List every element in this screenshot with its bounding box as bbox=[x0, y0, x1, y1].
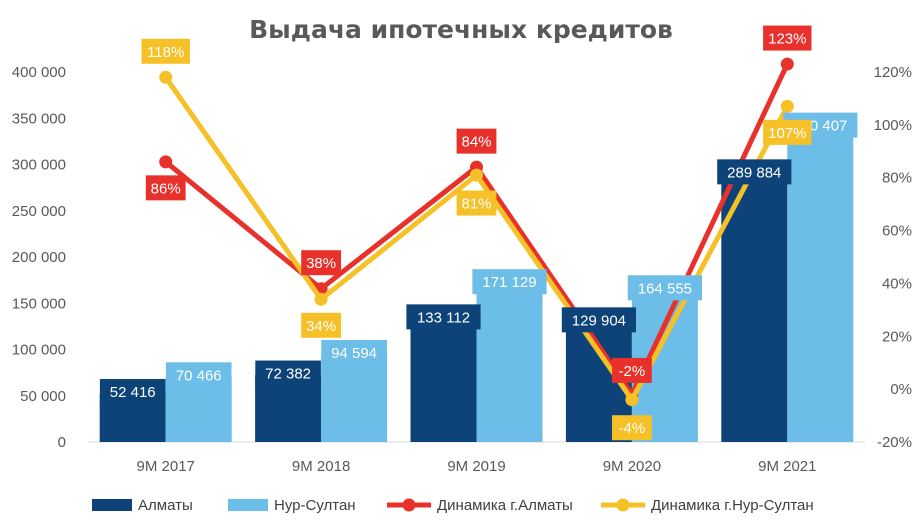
y-left-tick-label: 50 000 bbox=[20, 388, 66, 405]
data-label: 123% bbox=[768, 31, 806, 48]
legend: Алматы Нур-Султан Динамика г.Алматы Динамик… bbox=[92, 497, 814, 514]
data-label-box bbox=[301, 312, 341, 338]
y-left-tick-label: 300 000 bbox=[12, 157, 66, 174]
data-label: 107% bbox=[768, 125, 806, 142]
line-point bbox=[780, 57, 794, 71]
data-label: 133 112 bbox=[417, 309, 470, 326]
data-label: 86% bbox=[151, 180, 181, 197]
data-label-box bbox=[561, 307, 636, 333]
data-label: 171 129 bbox=[482, 274, 536, 291]
x-tick-label: 9М 2018 bbox=[292, 458, 350, 475]
y-right-tick-label: 80% bbox=[882, 170, 912, 187]
y-left-tick-label: 250 000 bbox=[12, 203, 66, 220]
data-label-box bbox=[456, 190, 497, 216]
data-label: 289 884 bbox=[727, 164, 781, 181]
data-label-box bbox=[99, 379, 166, 405]
data-label: 34% bbox=[306, 318, 336, 335]
x-tick-label: 9М 2017 bbox=[137, 458, 195, 475]
bar bbox=[165, 376, 232, 442]
data-label: 84% bbox=[461, 134, 491, 151]
data-label-box bbox=[763, 25, 812, 51]
line-point bbox=[780, 99, 794, 113]
y-right-tick-label: 20% bbox=[882, 328, 912, 345]
data-label-box bbox=[301, 250, 341, 276]
data-label-box bbox=[406, 304, 481, 330]
legend-swatch bbox=[92, 499, 132, 511]
legend-label: Динамика г.Нур-Султан bbox=[651, 497, 814, 514]
y-left-tick-label: 0 bbox=[58, 434, 66, 451]
legend-label: Динамика г.Алматы bbox=[437, 497, 573, 514]
chart-title: Выдача ипотечных кредитов bbox=[249, 15, 673, 44]
data-labels: 52 416 72 382 133 112 129 904 289 884 70 466 9… bbox=[99, 25, 858, 441]
y-left-tick-label: 350 000 bbox=[12, 110, 66, 127]
data-label-box bbox=[141, 38, 190, 64]
y-right-tick-label: 120% bbox=[874, 64, 912, 81]
data-label: 164 555 bbox=[638, 280, 692, 297]
data-label-box bbox=[472, 269, 547, 295]
y-left-tick-label: 100 000 bbox=[12, 342, 66, 359]
x-tick-label: 9М 2019 bbox=[447, 458, 505, 475]
data-label-box bbox=[165, 362, 232, 388]
y-left-tick-label: 200 000 bbox=[12, 249, 66, 266]
data-label-box bbox=[612, 357, 652, 383]
y-right-tick-label: 0% bbox=[890, 381, 912, 398]
data-label: 38% bbox=[306, 255, 336, 272]
data-label: -4% bbox=[619, 420, 646, 437]
data-label-box bbox=[145, 175, 186, 201]
legend-label: Нур-Султан bbox=[274, 497, 356, 514]
data-label: 70 466 bbox=[176, 367, 222, 384]
bars bbox=[99, 127, 854, 442]
data-label-box bbox=[627, 275, 702, 301]
data-label-box bbox=[321, 340, 387, 366]
bar bbox=[255, 375, 322, 442]
y-right-tick-label: -20% bbox=[877, 434, 912, 451]
data-label: 81% bbox=[461, 196, 491, 213]
line-point bbox=[470, 168, 483, 182]
y-right-tick-label: 60% bbox=[882, 223, 912, 240]
line-point bbox=[159, 70, 173, 84]
x-tick-label: 9М 2020 bbox=[603, 458, 661, 475]
axes: 0 50 000 100 000 150 000 200 000 250 000 300 0… bbox=[12, 64, 912, 475]
line-point bbox=[625, 393, 639, 407]
data-label-box bbox=[717, 159, 792, 185]
line-point bbox=[314, 292, 328, 306]
bar bbox=[721, 173, 788, 442]
data-label: 94 594 bbox=[331, 345, 377, 362]
y-right-tick-label: 100% bbox=[874, 117, 912, 134]
data-label-box bbox=[456, 128, 497, 154]
legend-label: Алматы bbox=[138, 497, 193, 514]
bar bbox=[321, 354, 388, 442]
data-label: -2% bbox=[619, 363, 646, 380]
legend-marker bbox=[616, 498, 630, 512]
y-left-tick-label: 400 000 bbox=[12, 64, 66, 81]
data-label-box bbox=[255, 360, 321, 386]
bar bbox=[476, 283, 543, 442]
data-label: 118% bbox=[147, 44, 184, 61]
legend-swatch bbox=[228, 499, 268, 511]
data-label-box bbox=[763, 119, 812, 145]
data-label: 129 904 bbox=[572, 312, 626, 329]
data-label: 52 416 bbox=[110, 384, 156, 401]
legend-marker bbox=[402, 498, 416, 512]
line-point bbox=[159, 155, 173, 169]
bar bbox=[787, 127, 854, 442]
y-left-tick-label: 150 000 bbox=[12, 295, 66, 312]
data-label: 72 382 bbox=[265, 366, 311, 383]
bar bbox=[410, 318, 477, 442]
x-tick-label: 9М 2021 bbox=[758, 458, 816, 475]
data-label-box bbox=[612, 415, 652, 441]
y-right-tick-label: 40% bbox=[882, 275, 912, 292]
